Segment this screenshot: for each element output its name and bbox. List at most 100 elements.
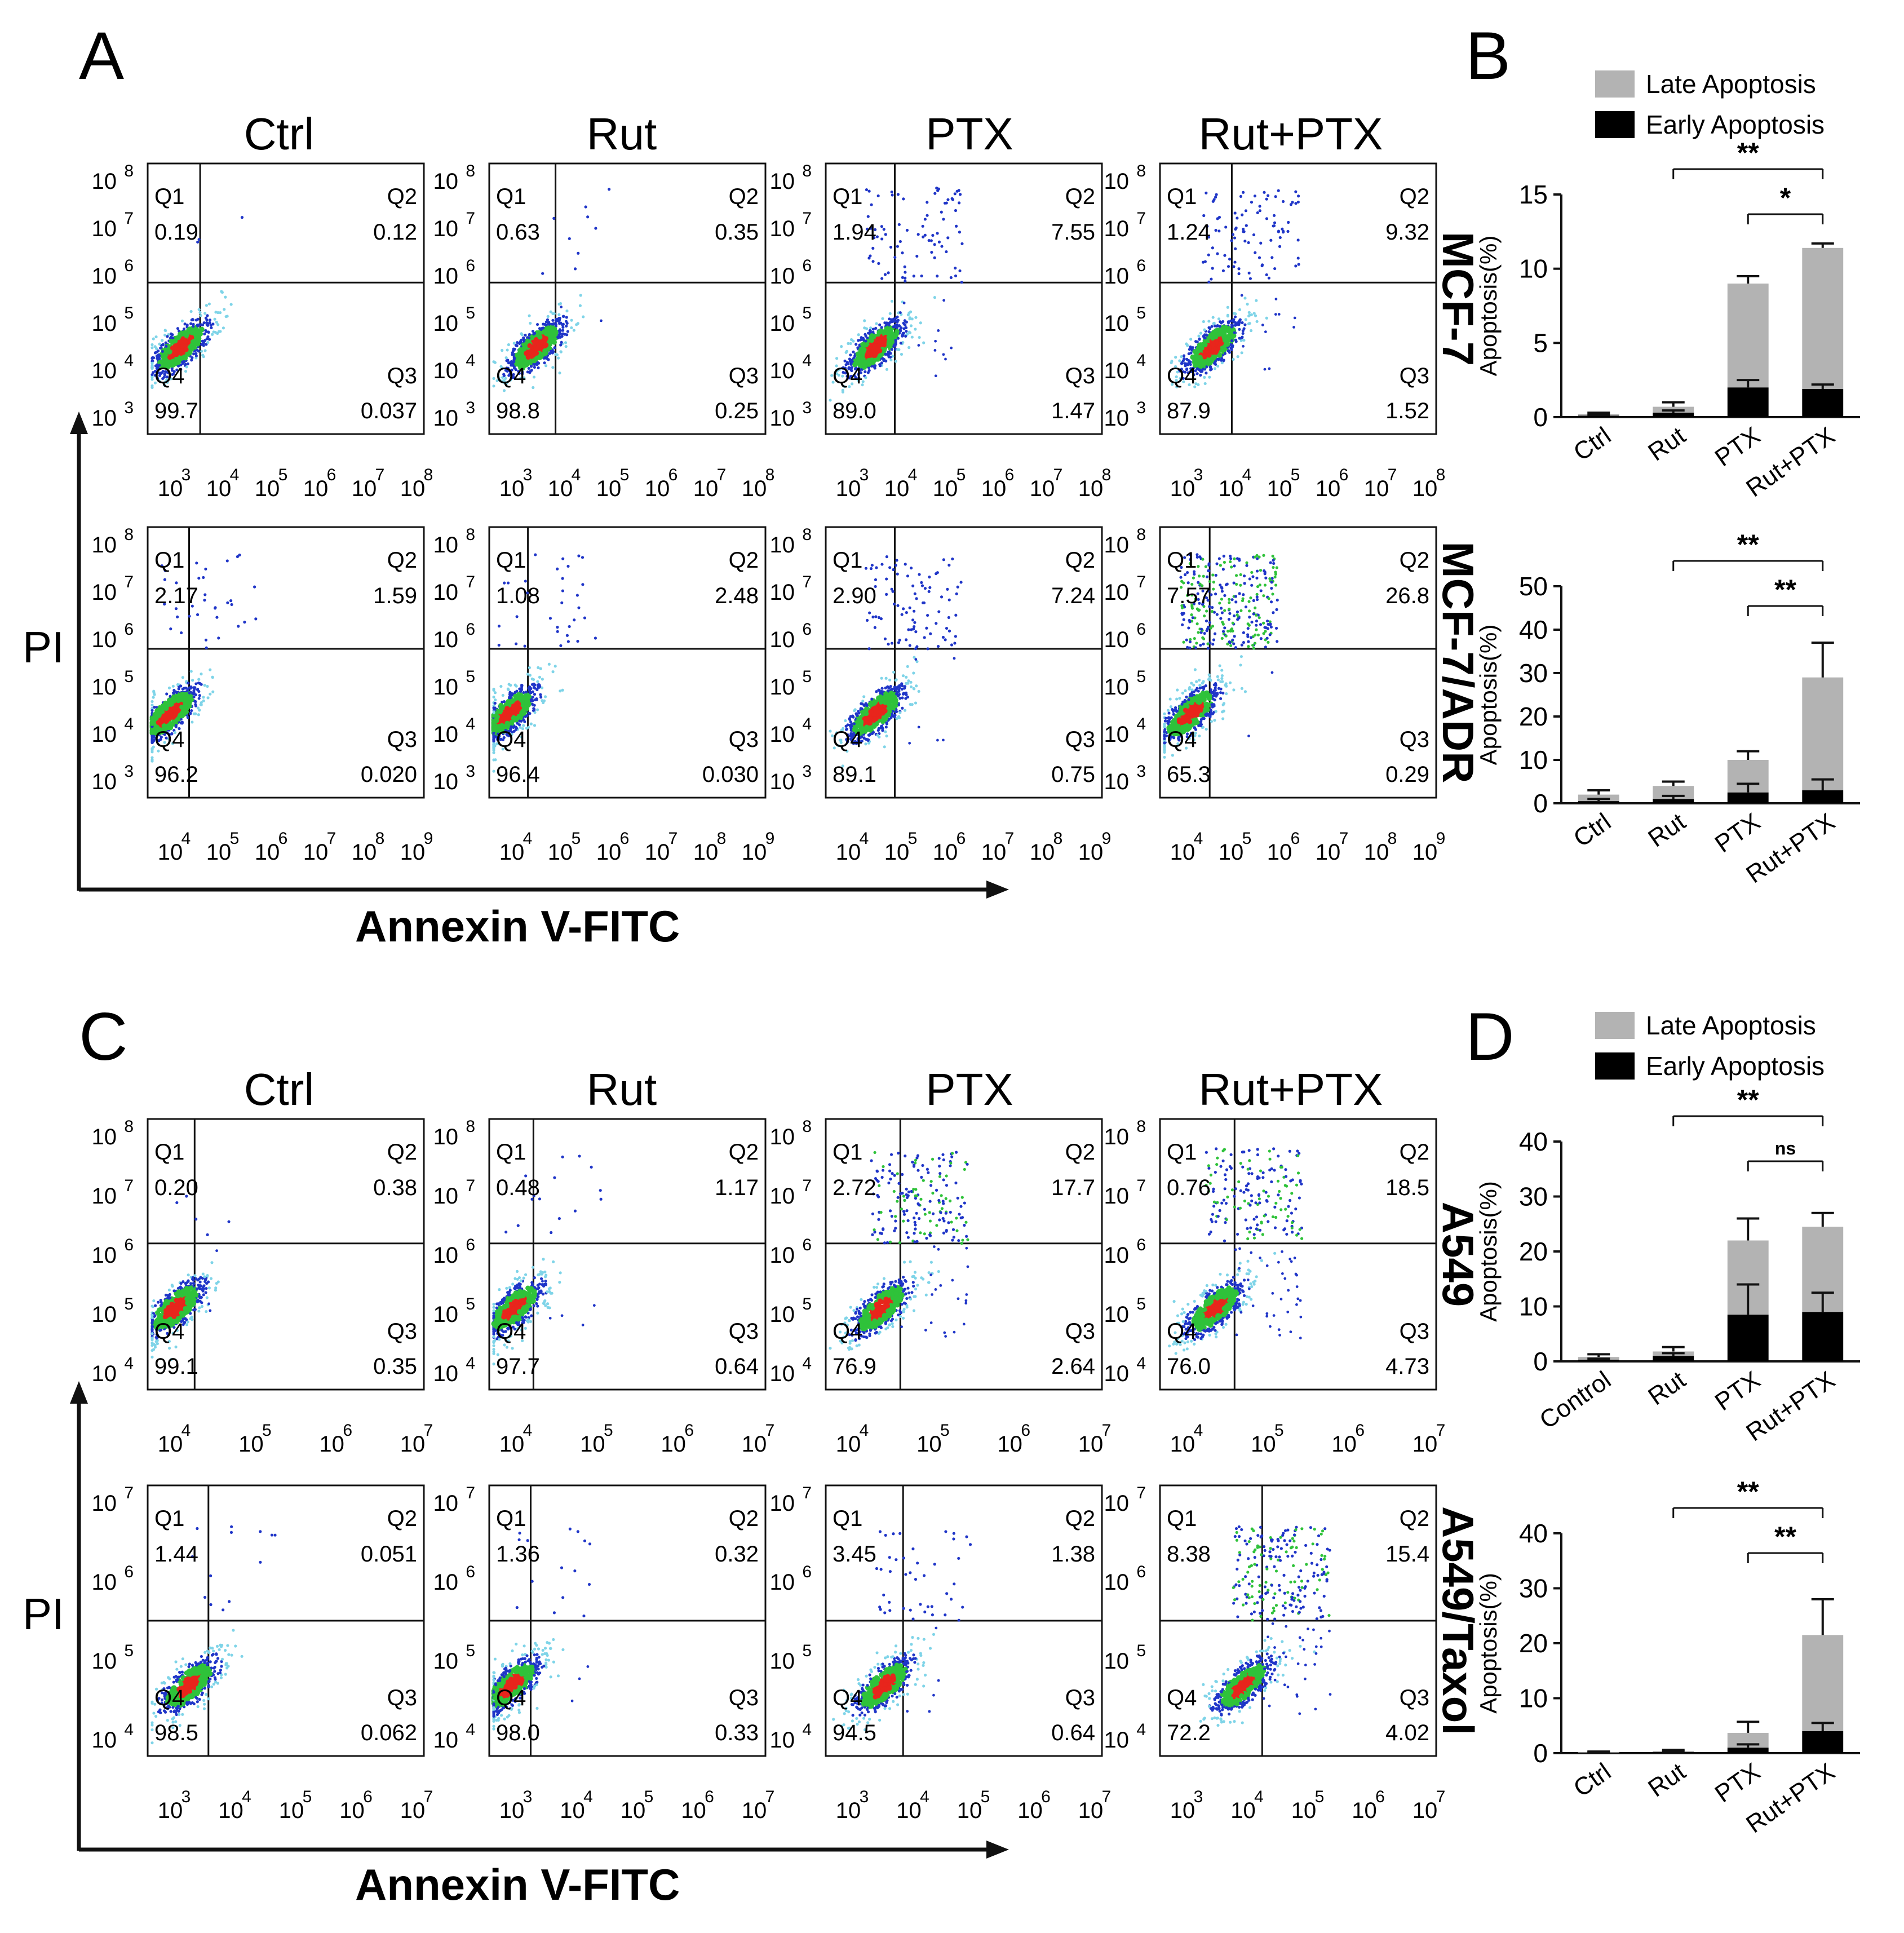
event-dot [230,603,233,607]
event-dot [895,559,898,562]
event-dot [213,317,216,321]
q3-value: 1.52 [1385,399,1429,423]
y-tick-exponent: 6 [802,256,812,275]
event-dot [1215,324,1218,328]
event-dot [856,346,860,350]
event-dot [1296,238,1300,242]
event-dot [1211,605,1214,609]
event-dot [892,568,895,572]
event-dot [909,567,913,570]
event-dot [1263,368,1267,371]
event-dot [843,359,847,362]
event-dot [1190,613,1193,617]
event-dot [936,644,940,648]
event-dot [1211,643,1215,646]
event-dot [524,715,527,718]
event-dot [150,343,154,347]
event-dot [862,695,866,698]
event-dot [222,326,225,330]
event-dot [864,333,867,336]
x-tick-label: 10 [1030,840,1055,865]
event-dot [1239,573,1242,577]
event-dot [950,346,953,350]
event-dot [954,613,958,617]
event-dot [1272,224,1275,228]
event-dot [176,683,180,687]
event-dot [922,341,926,344]
event-dot [565,309,569,313]
event-dot [1246,633,1250,636]
event-dot [150,715,156,720]
event-dot [203,684,206,687]
event-dot [1189,345,1192,348]
event-dot [570,326,573,330]
event-dot [200,350,203,353]
event-dot [492,377,495,380]
event-dot [506,359,510,362]
event-dot [1223,254,1226,257]
event-dot [556,336,560,339]
y-tick-exponent: 7 [802,209,812,228]
event-dot [1236,613,1239,617]
event-dot [501,693,504,697]
event-dot [1208,580,1212,583]
q3-value: 1.47 [1051,399,1095,423]
q3-value: 0.030 [702,762,759,787]
event-dot [559,689,562,693]
event-dot [1163,741,1166,745]
event-dot [169,695,172,698]
event-dot [883,273,887,276]
event-dot [185,365,188,369]
plot-frame [488,526,767,799]
event-dot [1211,573,1215,577]
event-dot [1278,236,1282,240]
event-dot [884,730,887,733]
event-dot [502,700,506,704]
event-dot [867,189,871,193]
x-tick-exponent: 8 [765,466,775,484]
event-dot [1180,355,1183,359]
event-dot [883,691,889,697]
event-dot [529,722,533,726]
y-tick-label: 10 [433,769,459,794]
event-dot [508,692,512,696]
event-dot [866,361,872,367]
event-dot [921,601,925,605]
event-dot [565,316,568,319]
event-dot [205,646,208,649]
event-dot [556,626,559,629]
event-dot [1240,643,1243,647]
event-dot [861,700,865,703]
event-dot [166,711,171,716]
x-tick-label: 10 [499,840,525,865]
event-dot [1201,682,1204,685]
event-dot [905,228,909,232]
event-dot [1255,576,1259,580]
event-dot [1278,245,1282,248]
event-dot [864,567,868,570]
event-dot [1254,314,1257,317]
event-dot [911,618,915,622]
x-tick-exponent: 9 [1102,829,1112,848]
event-dot [909,324,913,328]
event-dot [1219,359,1223,362]
event-dot [535,688,539,692]
y-tick-label: 10 [770,311,795,336]
event-dot [1233,236,1237,240]
event-dot [1188,711,1193,717]
event-dot [901,276,904,279]
event-dot [871,260,875,263]
event-dot [171,333,174,337]
event-dot [1176,688,1179,692]
event-dot [539,696,543,699]
y-tick-exponent: 4 [802,351,812,370]
event-dot [1221,568,1225,571]
y-tick-exponent: 8 [802,162,812,180]
event-dot [1256,633,1260,637]
event-dot [1223,325,1229,330]
event-dot [1224,225,1228,229]
event-dot [224,315,228,319]
q1-label: Q1 [496,184,526,209]
